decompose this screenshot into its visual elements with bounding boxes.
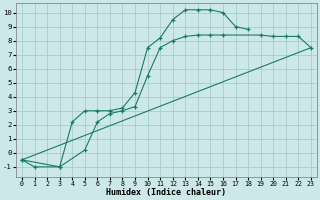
X-axis label: Humidex (Indice chaleur): Humidex (Indice chaleur) <box>107 188 227 197</box>
